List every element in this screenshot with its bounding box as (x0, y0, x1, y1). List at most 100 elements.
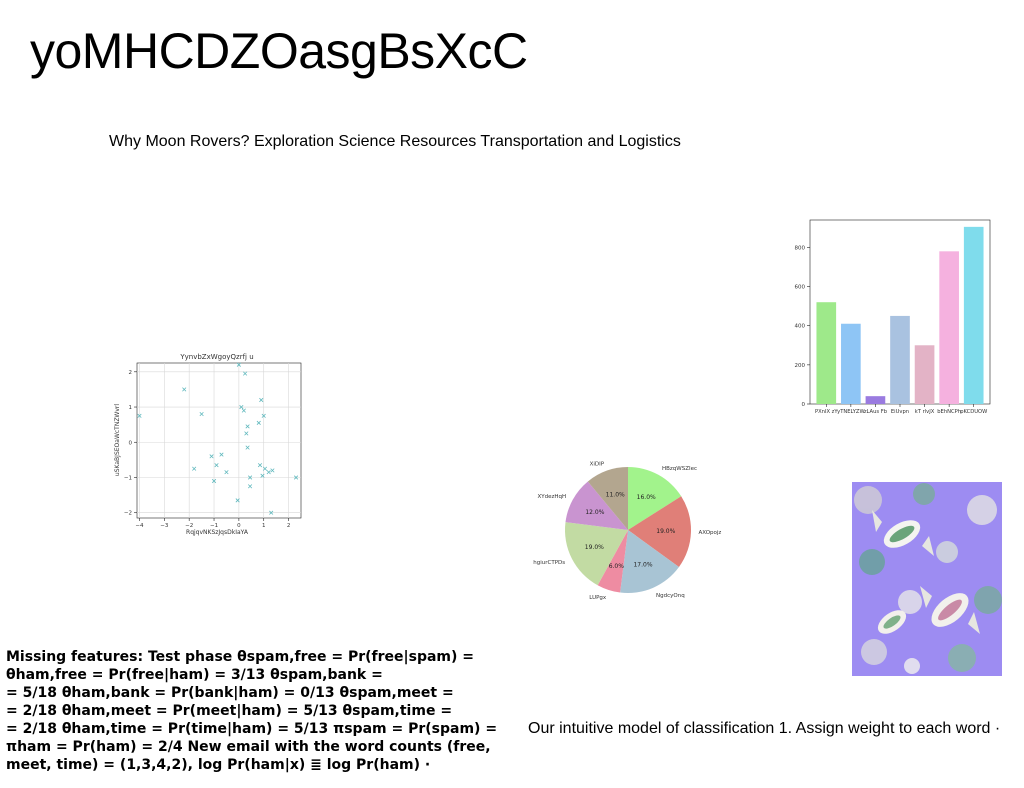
pie-label: NgdcyOnq (656, 593, 685, 599)
scatter-point (241, 408, 246, 413)
pie-label: XiDIP (590, 462, 605, 468)
formula-text-block: Missing features: Test phase θspam,free … (6, 648, 506, 774)
pie-percent-label: 17.0% (633, 562, 652, 569)
scatter-point (211, 478, 217, 484)
scatter-x-label: RqjqvNKSzJqsDkIaYA (186, 529, 249, 536)
pie-label: XYdezHqH (538, 494, 567, 500)
pie-percent-label: 11.0% (606, 491, 625, 498)
scatter-y-label: uSKaBJSEOaWcTNZWvrl (114, 404, 121, 476)
scatter-point (214, 463, 219, 468)
scatter-y-tick-label: 0 (129, 440, 133, 446)
scatter-point (236, 362, 241, 367)
pie-slice (620, 530, 679, 593)
scatter-point (192, 466, 197, 471)
scatter-y-tick-label: 1 (129, 405, 133, 411)
formula-line: Missing features: Test phase θspam,free … (6, 649, 475, 665)
pie-percent-label: 19.0% (656, 528, 675, 535)
scatter-y-tick-label: 2 (129, 370, 133, 376)
pie-slice (587, 467, 628, 530)
scatter-point (256, 420, 261, 425)
scatter-x-tick-label: 2 (287, 523, 291, 529)
scatter-y-tick-label: −2 (124, 511, 132, 517)
scatter-point (270, 468, 275, 473)
formula-line: = 5/18 θham,bank = Pr(bank|ham) = 0/13 θ… (6, 685, 454, 701)
scatter-x-tick-label: 1 (262, 523, 266, 529)
scatter-point (182, 387, 187, 392)
scatter-x-tick-label: −4 (135, 523, 144, 529)
bar-category-label: kT rlvJX (915, 409, 935, 415)
scatter-point (257, 463, 263, 468)
bar-y-tick-label: 0 (802, 402, 806, 408)
scatter-point (269, 510, 274, 515)
bar (865, 396, 886, 404)
bar-y-tick-label: 600 (795, 285, 806, 291)
scatter-point (209, 454, 214, 459)
scatter-point (245, 424, 250, 429)
pie-label: AXOpojz (699, 530, 722, 536)
formula-line: = 2/18 θham,time = Pr(time|ham) = 5/13 π… (6, 721, 498, 737)
bar-y-tick-label: 400 (795, 324, 806, 330)
bar (841, 323, 861, 404)
formula-line: = 2/18 θham,meet = Pr(meet|ham) = 5/13 θ… (6, 703, 453, 719)
pie-percent-label: 16.0% (637, 494, 656, 501)
scatter-point (262, 466, 268, 471)
bar (914, 345, 935, 404)
pie-slice (628, 496, 691, 568)
pie-percent-label: 6.0% (609, 563, 625, 570)
scatter-point (244, 431, 249, 436)
pie-slice (628, 467, 682, 530)
bar-category-label: bEhNCPh (937, 409, 961, 415)
scatter-point (247, 484, 253, 489)
scatter-point (266, 470, 271, 475)
scatter-point (261, 413, 266, 418)
bar (890, 315, 910, 404)
pie-chart: 16.0% 19.0% 17.0% 6.0% 19.0% 12.0% 11.0% HBzqW… (533, 462, 722, 601)
bar-category-label: PXnIX zY (815, 409, 838, 415)
bar-chart: 0 200 400 600 800 PXnIX zY yTNELYZW zLAus Fb Ei… (795, 219, 991, 415)
candy-photo (852, 482, 1002, 676)
scatter-point (243, 371, 248, 376)
scatter-point (199, 411, 204, 417)
formula-line: meet, time) = (1,3,4,2), log Pr(ham|x) ≣… (6, 757, 431, 773)
bar-category-label: pKCDUOW (960, 409, 987, 415)
pie-percent-label: 12.0% (585, 509, 604, 516)
classification-caption: Our intuitive model of classification 1.… (528, 720, 1001, 737)
scatter-x-tick-label: −2 (185, 523, 193, 529)
bar-category-label: yTNELYZW (837, 409, 864, 415)
scatter-point (219, 452, 224, 457)
scatter-plot-area (136, 362, 302, 519)
scatter-title: YynvbZxWgoyQzrfj u (179, 353, 253, 361)
scatter-x-tick-label: 0 (237, 523, 241, 529)
bar (939, 251, 959, 404)
pie-label: hgiurCTPDs (533, 560, 565, 566)
scatter-point (293, 475, 299, 480)
bar-y-tick-label: 200 (795, 363, 806, 369)
scatter-x-tick-label: −1 (210, 523, 218, 529)
pie-slice (597, 530, 628, 593)
bar-y-tick-label: 800 (795, 245, 806, 251)
scatter-point (235, 498, 240, 503)
pie-percent-label: 19.0% (585, 544, 604, 551)
formula-line: θham,free = Pr(free|ham) = 3/13 θspam,ba… (6, 667, 383, 683)
scatter-point (224, 470, 229, 475)
scatter-point (137, 413, 142, 418)
pie-label: HBzqWSZIec (662, 466, 697, 472)
scatter-point (260, 473, 265, 478)
bar (816, 302, 837, 404)
bar (963, 226, 984, 404)
scatter-point (259, 397, 264, 403)
formula-line: πham = Pr(ham) = 2/4 New email with the … (6, 739, 491, 755)
page-title: yoMHCDZOasgBsXcC (30, 23, 528, 79)
bar-category-label: EiUvpn (891, 409, 909, 415)
scatter-point (239, 404, 244, 410)
bar-category-label: zLAus Fb (864, 409, 888, 415)
pie-label: LUPgx (589, 595, 607, 601)
scatter-x-tick-label: −3 (160, 523, 169, 529)
scatter-point (245, 445, 250, 450)
scatter-chart: YynvbZxWgoyQzrfj u −4 −3 −2 −1 0 1 2 −2 −1 0 1 2 Rq… (114, 353, 302, 536)
scatter-y-tick-label: −1 (124, 475, 132, 481)
pie-slice (565, 481, 628, 530)
scatter-point (247, 475, 253, 480)
candy-photo-icon (852, 482, 1002, 676)
subtitle: Why Moon Rovers? Exploration Science Res… (109, 133, 681, 150)
